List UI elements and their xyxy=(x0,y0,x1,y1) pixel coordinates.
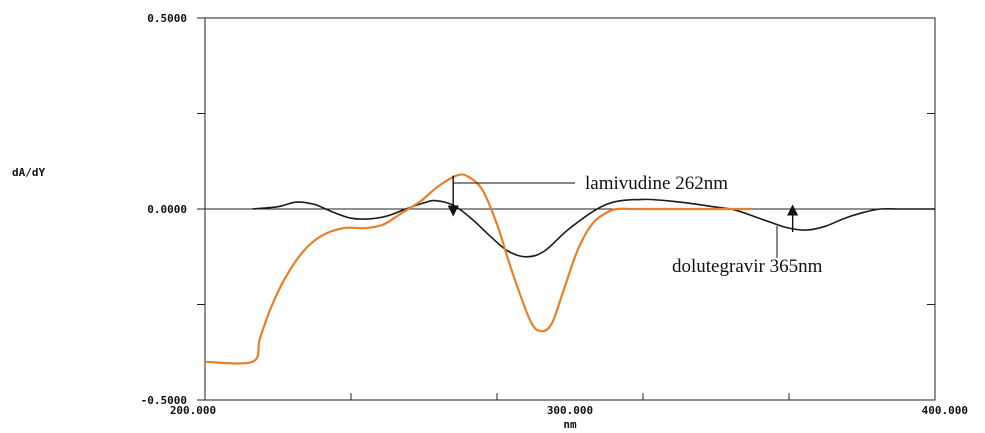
y-axis-title: dA/dY xyxy=(12,166,45,179)
y-tick-label: 0.5000 xyxy=(147,12,187,25)
x-tick-label: 400.000 xyxy=(922,404,968,417)
orange-series-line xyxy=(204,173,753,365)
series-layer xyxy=(204,173,935,365)
lamivudine-label: lamivudine 262nm xyxy=(585,173,728,194)
black-series-line xyxy=(252,198,935,258)
annotation-layer: lamivudine 262nm dolutegravir 365nm xyxy=(447,173,823,277)
dolutegravir-label: dolutegravir 365nm xyxy=(672,256,823,277)
x-tick-labels: 200.000 300.000 400.000 xyxy=(170,404,968,417)
y-tick-label: 0.0000 xyxy=(147,203,187,216)
x-tick-label: 300.000 xyxy=(547,404,593,417)
y-tick-label: -0.5000 xyxy=(141,394,187,407)
x-axis-title: nm xyxy=(563,418,577,431)
x-tick-label: 200.000 xyxy=(170,404,216,417)
y-tick-labels: 0.5000 0.0000 -0.5000 xyxy=(141,12,187,407)
